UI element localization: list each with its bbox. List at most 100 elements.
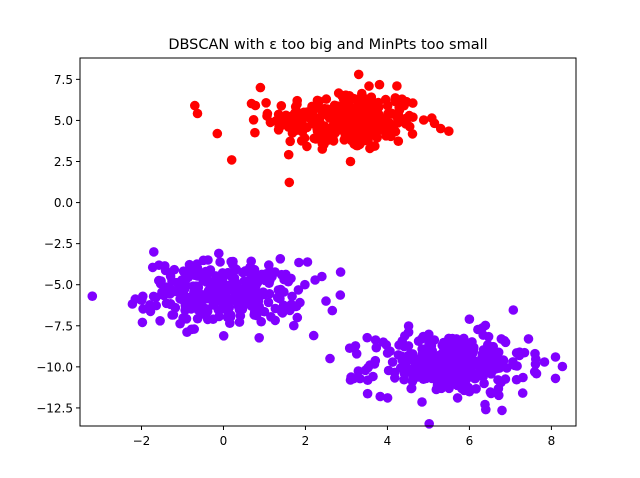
y-tick-label: −10.0	[36, 360, 73, 374]
scatter-point	[341, 90, 351, 100]
scatter-point	[316, 124, 327, 134]
scatter-point	[452, 380, 463, 391]
scatter-point	[163, 283, 174, 293]
y-axis: 7.5 5.0 2.5 0.0 −2.5 −5.0 −7.5 −10.0 −12.5	[36, 73, 80, 415]
x-tick-label: −2	[133, 434, 151, 448]
scatter-point	[384, 108, 395, 118]
scatter-point	[365, 108, 376, 118]
scatter-point	[385, 346, 395, 357]
scatter-point	[294, 257, 304, 268]
scatter-point	[444, 126, 454, 136]
scatter-point	[422, 347, 433, 358]
scatter-point	[234, 317, 245, 327]
scatter-point	[155, 316, 165, 326]
scatter-point	[407, 349, 418, 359]
scatter-point	[345, 375, 356, 385]
scatter-point	[390, 373, 400, 383]
scatter-point	[218, 331, 229, 341]
scatter-point	[285, 136, 296, 147]
x-tick-label: 6	[466, 434, 474, 448]
scatter-point	[408, 98, 418, 108]
scatter-point	[208, 300, 218, 310]
scatter-point	[497, 405, 507, 416]
scatter-point	[511, 348, 522, 358]
scatter-point	[378, 337, 389, 348]
scatter-point	[212, 128, 223, 139]
scatter-point	[138, 291, 148, 302]
scatter-point	[179, 296, 190, 307]
scatter-point	[531, 354, 541, 364]
scatter-point	[407, 129, 418, 139]
scatter-point	[293, 285, 304, 295]
scatter-point	[523, 334, 534, 344]
scatter-point	[290, 102, 301, 112]
scatter-point	[493, 375, 503, 385]
scatter-point	[322, 110, 333, 120]
scatter-point	[186, 304, 196, 314]
scatter-point	[418, 370, 429, 380]
scatter-point	[478, 330, 489, 340]
scatter-point	[344, 343, 355, 354]
scatter-point	[394, 340, 404, 350]
scatter-point	[147, 262, 158, 273]
scatter-point	[518, 372, 528, 383]
scatter-point	[295, 297, 305, 308]
scatter-point	[265, 117, 276, 128]
scatter-point	[418, 115, 429, 125]
scatter-point	[260, 274, 271, 284]
scatter-point	[460, 375, 471, 386]
scatter-point	[539, 357, 550, 367]
y-tick-label: −12.5	[36, 401, 73, 415]
scatter-point	[364, 81, 374, 91]
y-tick-label: −7.5	[44, 319, 73, 333]
scatter-point	[409, 371, 420, 381]
scatter-point	[403, 341, 414, 351]
x-tick-label: 0	[220, 434, 228, 448]
scatter-point	[464, 352, 475, 362]
scatter-point	[502, 363, 512, 373]
scatter-point	[317, 271, 327, 282]
y-tick-label: 7.5	[54, 73, 73, 87]
scatter-point	[467, 337, 477, 347]
scatter-point	[483, 340, 493, 350]
scatter-point	[190, 100, 200, 111]
scatter-point	[369, 359, 380, 369]
scatter-point	[307, 101, 317, 112]
scatter-point	[192, 313, 203, 324]
scatter-point	[170, 302, 181, 313]
scatter-point	[198, 255, 209, 266]
scatter-point	[377, 113, 387, 124]
y-tick-label: 0.0	[54, 196, 73, 210]
scatter-point	[241, 291, 251, 301]
scatter-point	[173, 285, 184, 296]
scatter-point	[284, 177, 295, 188]
scatter-point	[270, 315, 281, 326]
scatter-point	[317, 138, 328, 149]
scatter-point	[380, 94, 391, 105]
scatter-point	[375, 391, 386, 402]
scatter-point	[481, 404, 491, 415]
scatter-point	[190, 286, 201, 297]
scatter-point	[484, 355, 495, 365]
scatter-point	[214, 248, 224, 259]
scatter-point	[406, 383, 417, 394]
scatter-point	[258, 287, 269, 298]
scatter-point	[451, 351, 462, 361]
scatter-point	[137, 317, 148, 328]
scatter-point	[259, 306, 270, 317]
scatter-point	[138, 304, 148, 314]
scatter-point	[270, 303, 281, 314]
scatter-point	[450, 343, 461, 354]
scatter-point	[192, 108, 203, 119]
scatter-point	[362, 332, 373, 343]
scatter-point	[404, 112, 414, 123]
scatter-point	[485, 387, 496, 397]
scatter-point	[246, 256, 256, 267]
scatter-point	[292, 312, 303, 323]
scatter-point	[302, 141, 312, 152]
plot-frame	[79, 57, 577, 427]
scatter-point	[184, 259, 195, 270]
scatter-point	[444, 383, 454, 394]
scatter-point	[148, 291, 159, 302]
scatter-point	[283, 149, 294, 160]
